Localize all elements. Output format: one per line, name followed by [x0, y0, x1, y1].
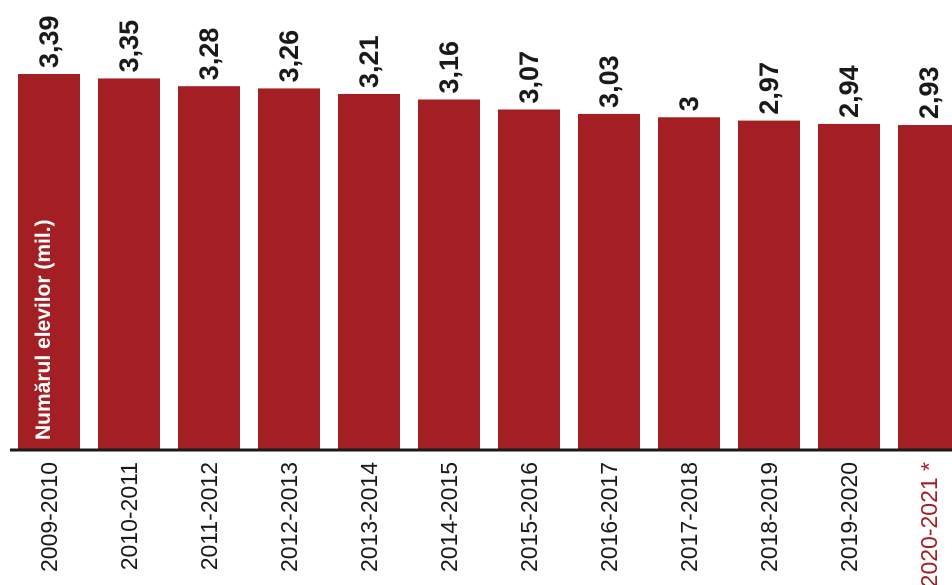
value-label-2018-2019: 2,97	[754, 62, 784, 115]
bar-2011-2012	[178, 86, 240, 450]
bar-2009-2010	[18, 74, 80, 450]
value-label-2009-2010: 3,39	[34, 15, 64, 68]
category-label-2016-2017: 2016-2017	[596, 462, 622, 572]
value-label-2020-2021: 2,93	[914, 66, 944, 119]
category-labels-group: 2009-2010 2010-2011 2011-2012 2012-2013 2013…	[36, 462, 942, 585]
bar-2018-2019	[738, 120, 800, 450]
bar-2010-2011	[98, 78, 160, 450]
bar-2015-2016	[498, 109, 560, 451]
value-label-2015-2016: 3,07	[514, 51, 544, 104]
value-label-2013-2014: 3,21	[354, 35, 384, 88]
category-label-2015-2016: 2015-2016	[516, 462, 542, 572]
category-label-2020-2021: 2020-2021 *	[916, 462, 942, 585]
bar-2014-2015	[418, 99, 480, 451]
category-label-2013-2014: 2013-2014	[356, 462, 382, 572]
category-label-2019-2020: 2019-2020	[836, 462, 862, 572]
bar-2012-2013	[258, 88, 320, 450]
value-label-2012-2013: 3,26	[274, 30, 304, 83]
y-axis-label: Numărul elevilor (mil.)	[32, 219, 55, 440]
bar-2019-2020	[818, 123, 880, 451]
category-label-2017-2018: 2017-2018	[676, 462, 702, 572]
value-label-2011-2012: 3,28	[194, 28, 224, 81]
category-label-2012-2013: 2012-2013	[276, 462, 302, 572]
value-labels-group: 3,39 3,35 3,28 3,26 3,21 3,16 3,07 3,03 3 2,97 2,9…	[34, 15, 944, 119]
value-label-2016-2017: 3,03	[594, 55, 624, 108]
category-label-2011-2012: 2011-2012	[196, 462, 222, 570]
bars-group	[18, 74, 952, 451]
bar-2017-2018	[658, 117, 720, 450]
bar-2013-2014	[338, 93, 400, 450]
value-label-2017-2018: 3	[674, 96, 704, 111]
category-label-2018-2019: 2018-2019	[756, 462, 782, 572]
bar-2016-2017	[578, 113, 640, 451]
value-label-2014-2015: 3,16	[434, 41, 464, 94]
value-label-2010-2011: 3,35	[114, 20, 144, 73]
category-label-2009-2010: 2009-2010	[36, 462, 62, 572]
value-label-2019-2020: 2,94	[834, 65, 864, 118]
bar-2020-2021	[898, 125, 952, 451]
category-label-2010-2011: 2010-2011	[116, 462, 142, 570]
category-label-2014-2015: 2014-2015	[436, 462, 462, 572]
